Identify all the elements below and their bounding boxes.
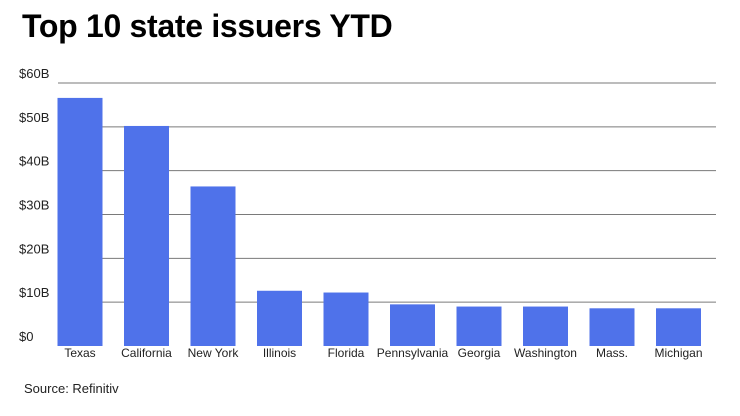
bars [57,97,701,346]
x-tick-label: New York [188,346,240,360]
chart-title: Top 10 state issuers YTD [22,8,393,44]
bar [57,97,103,346]
x-axis-tick-labels: Texas California New York Illinois Florida Pe… [64,346,702,360]
source-note: Source: Refinitiv [24,381,119,396]
bar [257,290,302,346]
y-tick-label: $60B [19,66,49,81]
y-tick-label: $50B [19,110,49,125]
bar [523,306,568,346]
bar [390,304,435,346]
x-tick-label: Georgia [458,346,501,360]
bar [456,306,502,346]
x-tick-label: Michigan [654,346,702,360]
y-tick-label: $10B [19,285,49,300]
bar [656,308,701,346]
x-tick-label: Illinois [263,346,296,360]
x-tick-label: Florida [328,346,365,360]
y-tick-label: $30B [19,198,49,213]
x-tick-label: Texas [64,346,95,360]
y-tick-label: $20B [19,241,49,256]
x-tick-label: Washington [514,346,577,360]
bar [124,125,169,346]
x-tick-label: California [121,346,172,360]
y-axis-tick-labels: $0 $10B $20B $30B $40B $50B $60B [19,66,49,344]
y-tick-label: $40B [19,154,49,169]
y-tick-label: $0 [19,329,33,344]
bar [190,186,236,346]
bar [323,292,369,346]
x-tick-label: Mass. [596,346,628,360]
bar [589,308,635,346]
x-tick-label: Pennsylvania [377,346,449,360]
